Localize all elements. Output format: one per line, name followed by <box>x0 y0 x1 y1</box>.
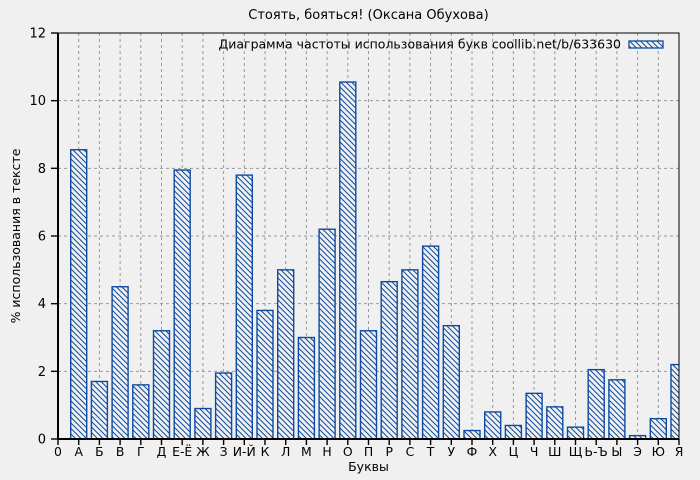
bar-К <box>256 309 274 439</box>
bar-Ь-Ъ <box>587 368 605 439</box>
bar-Т <box>421 245 440 439</box>
bar-Я <box>670 363 679 439</box>
x-tick-label: Э <box>633 444 642 459</box>
bar-Щ <box>566 426 585 439</box>
y-tick-label: 6 <box>38 230 46 245</box>
y-tick-label: 10 <box>29 94 46 109</box>
bar-Н <box>318 228 336 439</box>
x-tick-label: Ц <box>509 444 519 459</box>
chart-title: Стоять, бояться! (Оксана Обухова) <box>248 8 489 23</box>
bar-Ж <box>194 407 212 439</box>
x-tick-label: О <box>343 444 353 459</box>
bar-В <box>111 286 129 439</box>
legend-label: Диаграмма частоты использования букв coo… <box>218 37 621 52</box>
bar-П <box>359 330 378 439</box>
y-tick-label: 4 <box>38 297 46 312</box>
x-tick-label: Я <box>675 444 684 459</box>
axes <box>51 32 680 445</box>
x-tick-label: Ы <box>611 444 622 459</box>
y-tick-label: 0 <box>38 433 46 448</box>
x-tick-label: А <box>74 444 83 459</box>
bar-Г <box>132 384 150 439</box>
x-tick-label: Ю <box>652 444 665 459</box>
x-tick-label: Ф <box>467 444 478 459</box>
bar-Д <box>152 330 171 439</box>
bar-С <box>401 269 419 439</box>
x-tick-label: К <box>261 444 270 459</box>
x-tick-label: З <box>220 444 228 459</box>
x-tick-label: Р <box>385 444 393 459</box>
bar-З <box>214 372 233 439</box>
bar-Р <box>380 280 398 439</box>
x-tick-label: У <box>448 444 456 459</box>
bar-Ш <box>546 406 564 439</box>
x-tick-label: И-Й <box>233 444 256 459</box>
x-tick-label: Ш <box>548 444 561 459</box>
legend-swatch-icon <box>628 40 664 49</box>
y-tick-label: 2 <box>38 365 46 380</box>
bar-И-Й <box>235 174 254 439</box>
x-axis-label: Буквы <box>348 459 389 474</box>
x-tick-label: Б <box>95 444 104 459</box>
y-tick-label: 8 <box>38 162 46 177</box>
bar-Ю <box>649 418 667 439</box>
x-tick-label: М <box>301 444 312 459</box>
x-tick-label: Ж <box>196 444 210 459</box>
x-tick-label: П <box>364 444 373 459</box>
bar-У <box>442 324 460 439</box>
x-tick-label: Ь-Ъ <box>585 444 608 459</box>
x-tick-label: Д <box>157 444 167 459</box>
x-tick-label: Щ <box>569 444 583 459</box>
x-tick-label: 0 <box>54 444 62 459</box>
x-tick-label: Н <box>322 444 331 459</box>
bar-Е-Ё <box>173 169 191 439</box>
bar-Л <box>277 269 295 439</box>
tick-labels: 0 А Б В Г Д Е-Ё Ж З И-Й К Л М Н О П Р С Т У Ф Х Ц Ч Ш Щ Ь-Ъ Ы Э Ю Я024… <box>29 27 683 460</box>
bar-О <box>339 81 357 439</box>
x-tick-label: Л <box>281 444 290 459</box>
bar-А <box>69 149 88 439</box>
x-tick-label: Е-Ё <box>172 444 192 459</box>
x-tick-label: С <box>406 444 415 459</box>
bars <box>69 81 679 439</box>
x-tick-label: Х <box>488 444 497 459</box>
bar-Б <box>90 380 109 439</box>
x-tick-label: Ч <box>530 444 539 459</box>
legend: Диаграмма частоты использования букв coo… <box>218 37 664 52</box>
bar-М <box>297 336 316 439</box>
x-tick-label: В <box>116 444 125 459</box>
x-tick-label: Г <box>137 444 145 459</box>
bar-Х <box>484 411 502 439</box>
y-tick-label: 12 <box>29 27 46 42</box>
bar-Ч <box>525 392 543 439</box>
bar-Э <box>628 434 647 439</box>
bar-Ц <box>504 424 523 439</box>
x-tick-label: Т <box>426 444 435 459</box>
bar-Ф <box>463 429 481 439</box>
bar-Ы <box>608 379 626 439</box>
